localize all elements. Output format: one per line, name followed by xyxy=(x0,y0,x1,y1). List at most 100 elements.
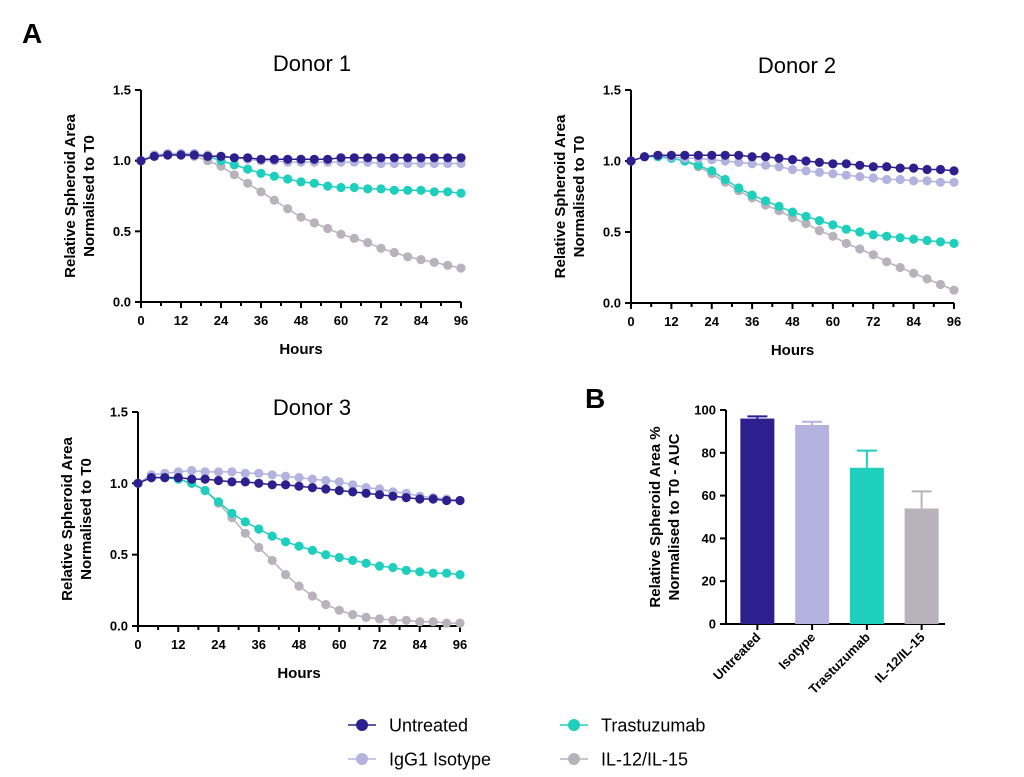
data-point-untreated xyxy=(243,153,253,163)
x-tick-label: 36 xyxy=(254,313,268,328)
data-point-isotype xyxy=(909,176,919,186)
data-point-il12-il15 xyxy=(243,178,253,188)
y-tick-label: 0.5 xyxy=(110,547,128,562)
data-point-untreated xyxy=(213,475,224,486)
data-point-isotype xyxy=(841,170,851,180)
data-point-il12-il15 xyxy=(229,170,239,180)
data-point-il12-il15 xyxy=(882,257,892,267)
data-point-il12-il15 xyxy=(401,615,411,625)
data-point-untreated xyxy=(229,153,239,163)
y-axis-label: Relative Spheroid Area Normalised to T0 xyxy=(552,114,588,278)
data-point-trastuzumab xyxy=(774,201,784,211)
x-tick-label: 36 xyxy=(745,314,759,329)
panel-label-a: A xyxy=(22,18,42,49)
y-axis-label-line1: Relative Spheroid Area % xyxy=(647,426,664,607)
data-point-untreated xyxy=(149,151,159,161)
data-point-il12-il15 xyxy=(855,244,865,254)
data-point-il12-il15 xyxy=(267,555,277,566)
data-point-trastuzumab xyxy=(868,230,878,240)
data-point-untreated xyxy=(136,156,146,166)
legend-item-trastuzumab: Trastuzumab xyxy=(560,716,705,736)
data-point-trastuzumab xyxy=(200,485,210,496)
data-point-trastuzumab xyxy=(283,174,293,184)
data-point-il12-il15 xyxy=(416,255,426,265)
data-point-untreated xyxy=(666,150,677,160)
data-point-untreated xyxy=(294,481,304,491)
data-point-trastuzumab xyxy=(814,216,825,226)
data-point-isotype xyxy=(294,473,304,483)
data-point-trastuzumab xyxy=(227,508,237,518)
data-point-trastuzumab xyxy=(307,545,317,556)
y-axis-label: Relative Spheroid Area Normalised to T0 xyxy=(62,114,98,278)
y-axis-label-line2: Normalised to T0 - AUC xyxy=(666,433,683,600)
data-point-trastuzumab xyxy=(243,164,253,174)
legend-label: IgG1 Isotype xyxy=(389,750,491,770)
data-point-il12-il15 xyxy=(443,260,453,270)
data-point-trastuzumab xyxy=(401,565,411,576)
legend-marker xyxy=(356,719,368,731)
data-point-isotype xyxy=(321,475,331,486)
data-point-isotype xyxy=(734,157,744,167)
data-point-isotype xyxy=(200,467,210,477)
data-point-untreated xyxy=(429,153,439,163)
legend: Untreated IgG1 Isotype Trastuzumab IL-12/IL… xyxy=(348,716,705,770)
data-point-untreated xyxy=(309,154,319,164)
data-point-trastuzumab xyxy=(895,233,905,243)
x-tick-label: 72 xyxy=(374,313,388,328)
data-point-trastuzumab xyxy=(376,184,386,194)
data-point-untreated xyxy=(160,473,170,483)
x-tick-label: 84 xyxy=(413,637,428,652)
y-tick-label: 1.5 xyxy=(603,83,621,98)
data-point-il12-il15 xyxy=(334,605,344,615)
x-tick-label: 60 xyxy=(826,314,840,329)
data-point-trastuzumab xyxy=(389,185,399,195)
data-point-il12-il15 xyxy=(949,285,959,295)
data-point-untreated xyxy=(163,150,173,160)
data-point-isotype xyxy=(334,477,344,487)
x-tick-label: 12 xyxy=(171,637,185,652)
data-point-untreated xyxy=(321,484,331,494)
data-point-il12-il15 xyxy=(256,187,266,197)
series-line-trastuzumab xyxy=(137,476,461,576)
data-point-il12-il15 xyxy=(348,610,358,620)
data-point-trastuzumab xyxy=(296,177,306,187)
x-tick-label: 96 xyxy=(947,314,961,329)
data-point-untreated xyxy=(227,477,237,487)
data-point-trastuzumab xyxy=(855,227,865,237)
data-point-untreated xyxy=(455,495,465,506)
data-point-isotype xyxy=(187,465,197,476)
data-point-untreated xyxy=(456,153,466,163)
data-point-untreated xyxy=(323,154,333,164)
data-point-isotype xyxy=(307,474,317,484)
charts: Donor 1 0.0 0.5 1.0 1.5 0 12 24 36 48 60 72 84 96 Hour… xyxy=(59,51,961,697)
data-point-trastuzumab xyxy=(269,171,279,181)
data-point-trastuzumab xyxy=(442,568,452,578)
y-tick-label: 1.5 xyxy=(110,405,128,420)
data-point-untreated xyxy=(416,153,426,163)
data-point-il12-il15 xyxy=(296,212,306,222)
data-point-isotype xyxy=(348,480,358,490)
chart-donor-1: Donor 1 0.0 0.5 1.0 1.5 0 12 24 36 48 60 72 84 96 Hour… xyxy=(62,51,468,358)
data-point-il12-il15 xyxy=(456,263,466,273)
y-axis-label-line2: Normalised to T0 xyxy=(571,136,588,258)
data-point-untreated xyxy=(935,164,946,175)
x-axis-label: Hours xyxy=(771,342,814,359)
data-point-trastuzumab xyxy=(336,182,346,193)
data-point-trastuzumab xyxy=(801,211,811,221)
y-tick-label: 0.5 xyxy=(113,224,131,239)
x-tick-label: 84 xyxy=(414,313,429,328)
data-point-il12-il15 xyxy=(281,570,291,580)
x-tick-label: 12 xyxy=(664,314,678,329)
chart-title: Donor 2 xyxy=(758,53,836,78)
data-point-il12-il15 xyxy=(895,262,905,273)
data-point-trastuzumab xyxy=(909,234,919,244)
data-point-il12-il15 xyxy=(374,614,385,624)
data-point-untreated xyxy=(909,163,919,173)
data-point-trastuzumab xyxy=(429,187,439,197)
data-point-untreated xyxy=(747,152,757,162)
legend-item-untreated: Untreated xyxy=(348,716,468,736)
x-tick-label: 48 xyxy=(785,314,799,329)
x-tick-label: 48 xyxy=(294,313,308,328)
data-point-isotype xyxy=(213,467,224,477)
chart-donor-3: Donor 3 0.0 0.5 1.0 1.5 0 12 24 36 48 60 72 84 96 Hour… xyxy=(59,395,467,682)
